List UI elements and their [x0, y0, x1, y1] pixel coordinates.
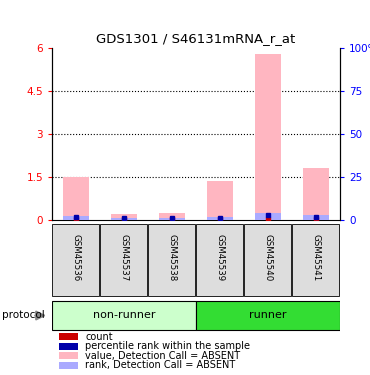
- Bar: [159, 218, 185, 220]
- Bar: [292, 224, 339, 296]
- Bar: [52, 224, 99, 296]
- Bar: [52, 301, 196, 330]
- Text: GSM45536: GSM45536: [71, 234, 81, 282]
- Bar: [255, 54, 281, 220]
- Bar: [63, 177, 89, 220]
- Text: protocol: protocol: [2, 310, 45, 321]
- Text: GSM45540: GSM45540: [263, 234, 272, 282]
- Bar: [148, 224, 195, 296]
- Bar: [207, 216, 233, 220]
- Text: count: count: [85, 332, 113, 342]
- Text: value, Detection Call = ABSENT: value, Detection Call = ABSENT: [85, 351, 240, 361]
- Bar: [196, 301, 340, 330]
- Bar: [303, 168, 329, 220]
- Bar: [303, 215, 329, 220]
- Bar: [111, 214, 137, 220]
- Bar: [159, 213, 185, 220]
- Bar: [207, 181, 233, 220]
- Text: GSM45541: GSM45541: [312, 234, 320, 282]
- Bar: [244, 224, 291, 296]
- Text: GSM45537: GSM45537: [120, 234, 128, 282]
- Text: non-runner: non-runner: [93, 310, 155, 320]
- Bar: [196, 224, 243, 296]
- Text: percentile rank within the sample: percentile rank within the sample: [85, 341, 250, 351]
- Text: rank, Detection Call = ABSENT: rank, Detection Call = ABSENT: [85, 360, 236, 370]
- Text: GSM45538: GSM45538: [168, 234, 176, 282]
- Title: GDS1301 / S46131mRNA_r_at: GDS1301 / S46131mRNA_r_at: [96, 33, 296, 45]
- Bar: [255, 213, 281, 220]
- Text: GSM45539: GSM45539: [215, 234, 225, 282]
- Text: runner: runner: [249, 310, 287, 320]
- Bar: [63, 216, 89, 220]
- Bar: [111, 218, 137, 220]
- Bar: [100, 224, 147, 296]
